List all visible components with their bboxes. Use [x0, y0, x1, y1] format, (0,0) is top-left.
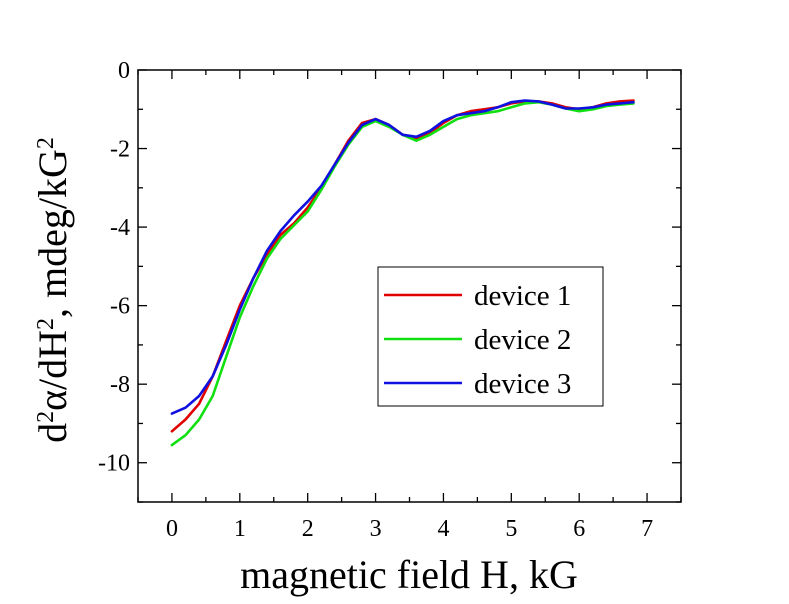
x-tick-label: 7 — [641, 516, 653, 542]
legend-label-2: device 2 — [474, 324, 571, 356]
y-axis-title-superscript: 2 — [33, 318, 59, 330]
y-tick-label: -6 — [110, 294, 130, 320]
series-line-3 — [170, 99, 635, 415]
y-tick-label: -10 — [98, 451, 130, 477]
x-tick-label: 3 — [370, 516, 382, 542]
y-tick-label: -8 — [110, 372, 130, 398]
legend: device 1 device 2 device 3 — [377, 266, 604, 407]
y-axis-title-part: d — [30, 423, 75, 443]
x-tick-label: 0 — [166, 516, 178, 542]
y-axis-title-part: α/dH — [30, 330, 75, 411]
y-axis-title-superscript: 2 — [33, 137, 59, 149]
y-tick-labels: 0 -2 -4 -6 -8 -10 — [98, 58, 130, 477]
y-axis-title-part: , mdeg/kG — [30, 149, 75, 318]
axis-ticks — [137, 69, 682, 503]
series-lines — [170, 99, 635, 447]
legend-label-3: device 3 — [474, 368, 571, 400]
y-tick-label: 0 — [118, 58, 130, 84]
x-axis-title: magnetic field H, kG — [240, 552, 578, 597]
x-tick-labels: 0 1 2 3 4 5 6 7 — [166, 516, 653, 542]
x-tick-label: 2 — [302, 516, 314, 542]
x-tick-label: 1 — [234, 516, 246, 542]
y-tick-label: -4 — [110, 215, 130, 241]
y-tick-label: -2 — [110, 137, 130, 163]
y-axis-title-superscript: 2 — [33, 411, 59, 423]
x-tick-label: 6 — [573, 516, 585, 542]
x-tick-label: 4 — [437, 516, 449, 542]
x-tick-label: 5 — [505, 516, 517, 542]
y-axis-title: d2α/dH2, mdeg/kG2 — [30, 137, 75, 443]
legend-label-1: device 1 — [474, 280, 571, 312]
